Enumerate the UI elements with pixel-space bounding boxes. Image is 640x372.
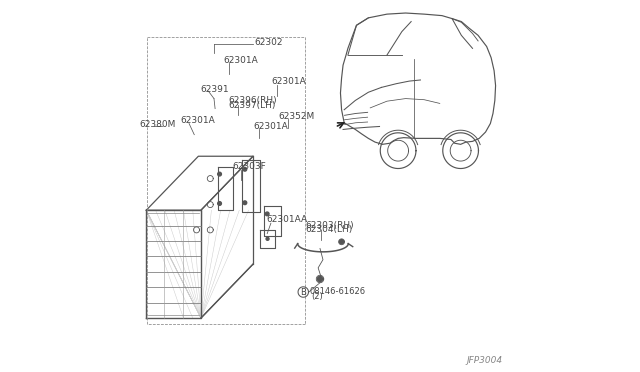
- Polygon shape: [243, 167, 246, 171]
- Text: 62302: 62302: [254, 38, 283, 47]
- Text: B: B: [300, 288, 306, 296]
- Polygon shape: [380, 133, 416, 169]
- Text: 62301A: 62301A: [253, 122, 288, 131]
- Polygon shape: [218, 172, 221, 176]
- Text: 62301AA: 62301AA: [266, 215, 307, 224]
- Text: JFP3004: JFP3004: [467, 356, 503, 365]
- Text: 62352M: 62352M: [278, 112, 315, 121]
- Text: 62301A: 62301A: [223, 56, 258, 65]
- Text: 62301A: 62301A: [271, 77, 307, 86]
- Polygon shape: [298, 287, 308, 297]
- Polygon shape: [243, 201, 246, 205]
- Text: 62380M: 62380M: [140, 120, 175, 129]
- Polygon shape: [443, 133, 479, 169]
- Polygon shape: [339, 240, 344, 244]
- Text: 62391: 62391: [200, 85, 229, 94]
- Polygon shape: [266, 212, 269, 216]
- Text: (2): (2): [311, 292, 323, 301]
- Text: 62303(RH): 62303(RH): [306, 221, 355, 230]
- Text: 62301A: 62301A: [180, 116, 215, 125]
- Text: 62304(LH): 62304(LH): [306, 225, 353, 234]
- Polygon shape: [266, 237, 269, 240]
- Text: 62303F: 62303F: [232, 162, 266, 171]
- Text: 62396(RH): 62396(RH): [229, 96, 278, 105]
- Polygon shape: [218, 202, 221, 205]
- Text: 08146-61626: 08146-61626: [310, 287, 365, 296]
- Text: 62397(LH): 62397(LH): [229, 101, 276, 110]
- Polygon shape: [317, 276, 323, 282]
